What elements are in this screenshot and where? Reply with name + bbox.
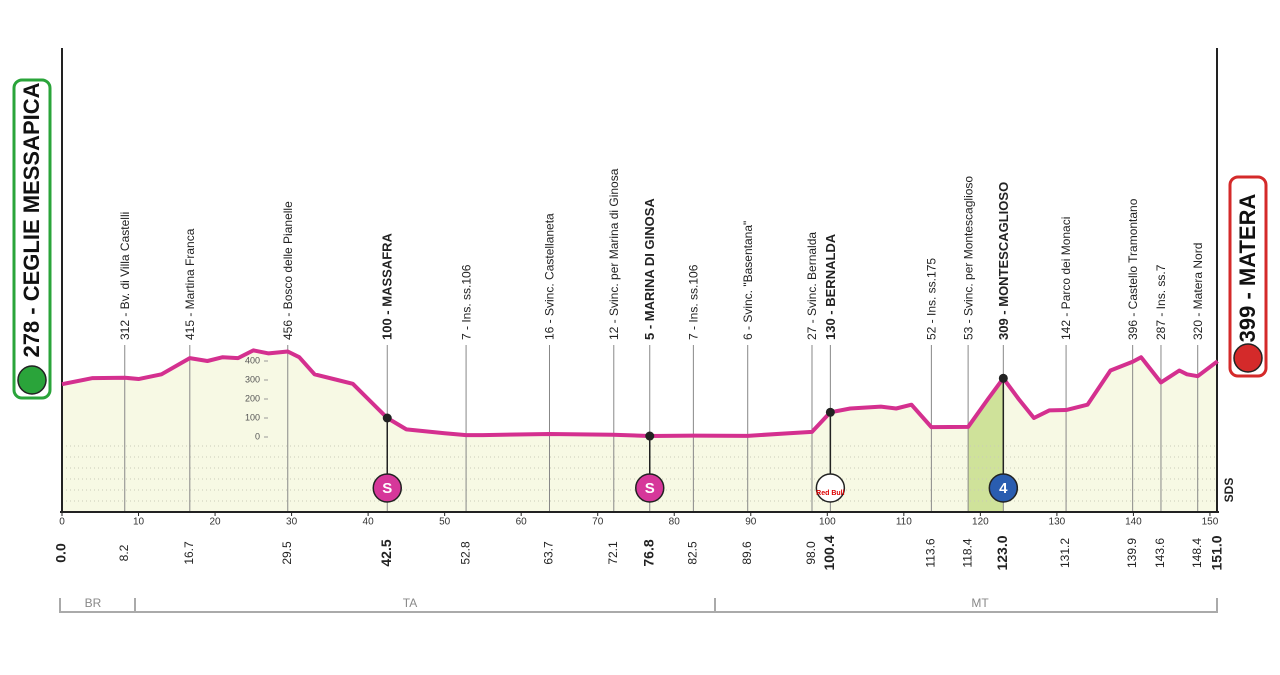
km-label: 72.1 bbox=[606, 541, 620, 565]
km-tick-label: 140 bbox=[1125, 517, 1142, 528]
start-badge bbox=[12, 78, 52, 400]
waypoint-label: 7 - Ins. ss.106 bbox=[459, 264, 473, 340]
km-tick-label: 30 bbox=[286, 517, 298, 528]
km-tick-label: 150 bbox=[1202, 517, 1219, 528]
region-label: TA bbox=[403, 596, 417, 610]
km-label: 98.0 bbox=[804, 541, 818, 565]
km-label: 143.6 bbox=[1153, 538, 1167, 568]
km-tick-label: 120 bbox=[972, 517, 989, 528]
marker-icon-text: S bbox=[645, 480, 655, 497]
region-label: BR bbox=[85, 596, 102, 610]
start-label: 278 - CEGLIE MESSAPICA bbox=[19, 82, 44, 357]
km-tick-label: 50 bbox=[439, 517, 451, 528]
km-tick-label: 10 bbox=[133, 517, 145, 528]
km-label: 63.7 bbox=[542, 541, 556, 565]
finish-icon bbox=[1233, 343, 1263, 373]
waypoint-label: 16 - Svinc. Castellaneta bbox=[543, 213, 557, 340]
km-label: 118.4 bbox=[960, 538, 974, 567]
region-label: MT bbox=[971, 596, 989, 610]
marker-dot bbox=[825, 407, 835, 417]
waypoint-label: 27 - Svinc. Bernalda bbox=[805, 232, 819, 340]
waypoint-label: 312 - Bv. di Villa Castelli bbox=[118, 212, 132, 340]
profile-area bbox=[62, 350, 1218, 512]
marker-icon bbox=[988, 473, 1019, 503]
km-tick-label: 40 bbox=[363, 517, 375, 528]
km-tick-label: 20 bbox=[209, 517, 221, 528]
km-label: 139.9 bbox=[1125, 538, 1139, 568]
finish-label: 399 - MATERA bbox=[1235, 194, 1260, 343]
elevation-label: 0 bbox=[255, 431, 260, 441]
km-label: 100.4 bbox=[821, 535, 837, 570]
km-label: 113.6 bbox=[924, 538, 938, 567]
km-label: 123.0 bbox=[994, 535, 1010, 570]
km-label: 16.7 bbox=[182, 541, 196, 565]
start-icon bbox=[17, 365, 47, 395]
km-tick-label: 70 bbox=[592, 517, 604, 528]
km-tick-label: 130 bbox=[1049, 517, 1066, 528]
waypoint-label: 52 - Ins. ss.175 bbox=[925, 258, 939, 340]
waypoint-label: 130 - BERNALDA bbox=[823, 233, 838, 340]
waypoint-label: 53 - Svinc. per Montescaglioso bbox=[961, 176, 975, 340]
km-label: 82.5 bbox=[686, 541, 700, 565]
marker-icon bbox=[815, 473, 846, 503]
km-tick-label: 0 bbox=[59, 517, 65, 528]
km-label: 29.5 bbox=[280, 541, 294, 565]
elevation-label: 200 bbox=[245, 393, 260, 403]
waypoint-label: 320 - Matera Nord bbox=[1191, 243, 1205, 340]
km-tick-label: 80 bbox=[669, 517, 681, 528]
waypoint-label: 100 - MASSAFRA bbox=[380, 232, 395, 340]
km-tick-label: 110 bbox=[896, 517, 912, 528]
waypoint-label: 5 - MARINA DI GINOSA bbox=[642, 198, 657, 340]
km-label: 76.8 bbox=[640, 539, 656, 566]
elevation-label: 400 bbox=[245, 355, 260, 365]
marker-dot bbox=[382, 413, 392, 423]
km-label: 0.0 bbox=[53, 543, 69, 563]
marker-icon-text: Red Bull bbox=[816, 490, 844, 497]
km-label: 151.0 bbox=[1208, 535, 1224, 570]
marker-icon bbox=[372, 473, 403, 503]
waypoint-label: 12 - Svinc. per Marina di Ginosa bbox=[607, 168, 621, 340]
km-label: 148.4 bbox=[1190, 538, 1204, 568]
finish-badge bbox=[1228, 175, 1268, 378]
km-label: 89.6 bbox=[740, 541, 754, 565]
waypoint-label: 6 - Svinc. "Basentana" bbox=[741, 221, 755, 340]
waypoint-label: 287 - Ins. ss.7 bbox=[1154, 264, 1168, 340]
waypoint-label: 415 - Martina Franca bbox=[183, 228, 197, 340]
profile-line bbox=[61, 348, 1219, 439]
km-label: 42.5 bbox=[378, 539, 394, 566]
waypoint-label: 142 - Parco dei Monaci bbox=[1059, 217, 1073, 340]
waypoint-label: 456 - Bosco delle Pianelle bbox=[281, 201, 295, 340]
km-label: 52.8 bbox=[458, 541, 472, 565]
elevation-label: 300 bbox=[245, 374, 260, 384]
km-tick-label: 60 bbox=[516, 517, 528, 528]
km-tick-label: 90 bbox=[745, 517, 757, 528]
marker-icon-text: S bbox=[382, 480, 392, 497]
brand: SDS bbox=[1222, 478, 1236, 503]
waypoint-label: 7 - Ins. ss.106 bbox=[687, 264, 701, 340]
elevation-label: 100 bbox=[245, 412, 260, 422]
km-tick-label: 100 bbox=[819, 517, 836, 528]
km-label: 131.2 bbox=[1058, 538, 1072, 568]
marker-dot bbox=[998, 373, 1008, 383]
km-label: 8.2 bbox=[117, 544, 131, 561]
marker-dot bbox=[645, 431, 655, 441]
marker-icon bbox=[635, 473, 665, 503]
waypoint-label: 396 - Castello Tramontano bbox=[1126, 198, 1140, 340]
marker-icon-text: 4 bbox=[999, 480, 1008, 497]
waypoint-label: 309 - MONTESCAGLIOSO bbox=[996, 182, 1011, 340]
